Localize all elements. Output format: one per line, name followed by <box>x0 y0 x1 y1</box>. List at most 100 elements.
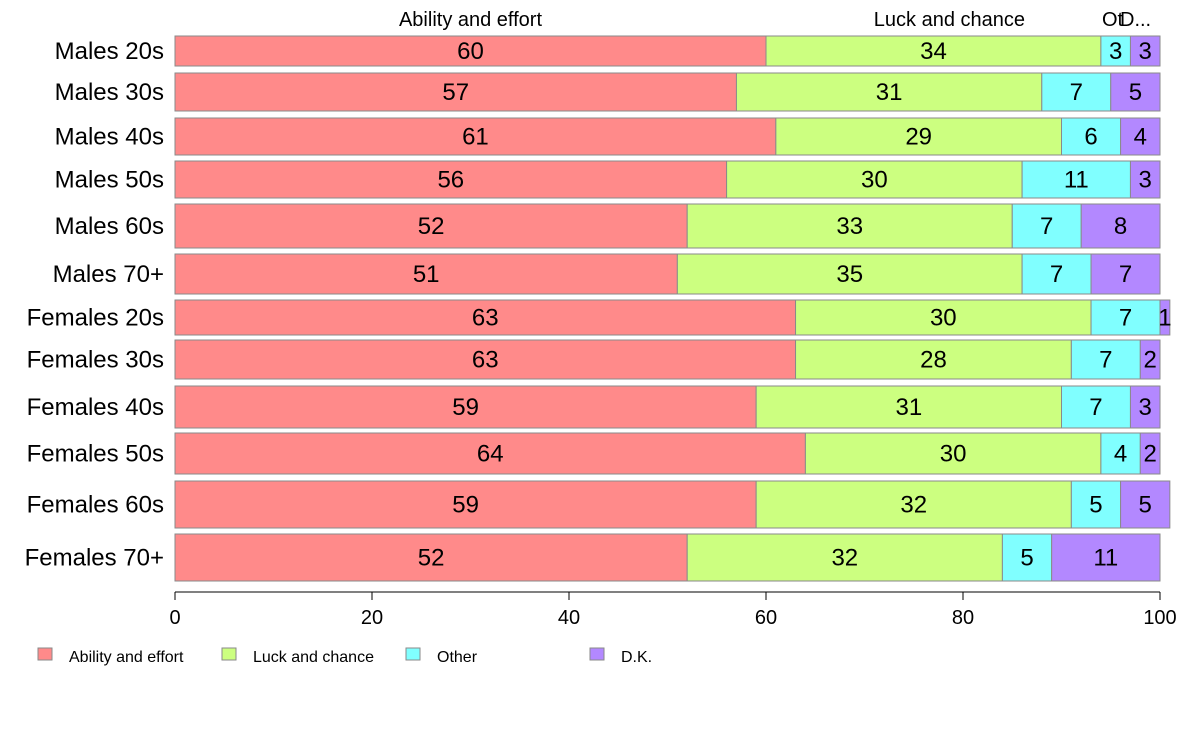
bar-segment <box>174 339 797 380</box>
bar-value-label: 63 <box>472 347 499 374</box>
bar-value-label: 11 <box>1093 545 1118 572</box>
bar-segment <box>1100 432 1141 475</box>
bar-value-label: 61 <box>462 124 489 151</box>
bar-value-label: 52 <box>418 545 445 572</box>
bar-segment <box>1001 533 1053 582</box>
bar-value-label: 7 <box>1050 261 1063 288</box>
bar-value-label: 7 <box>1040 213 1053 240</box>
bar-value-label: 8 <box>1114 213 1127 240</box>
category-label: Males 60s <box>55 213 164 240</box>
bar-segment <box>174 117 777 156</box>
bar-segment <box>676 253 1023 295</box>
category-label: Males 70+ <box>53 261 164 288</box>
bar-segment <box>174 72 737 112</box>
legend-swatch <box>221 647 237 661</box>
bar-value-label: 7 <box>1119 305 1132 332</box>
bar-value-label: 31 <box>895 394 922 421</box>
bar-segment <box>726 160 1023 199</box>
segment-header-label: D... <box>1120 9 1151 31</box>
category-label: Females 40s <box>27 394 164 421</box>
bar-value-label: 3 <box>1139 38 1152 65</box>
bar-value-label: 63 <box>472 305 499 332</box>
bar-value-label: 30 <box>940 441 967 468</box>
bar-segment <box>1051 533 1161 582</box>
bar-value-label: 28 <box>920 347 947 374</box>
bar-value-label: 7 <box>1099 347 1112 374</box>
bar-segment <box>174 533 688 582</box>
x-tick-label: 20 <box>361 607 383 629</box>
bar-value-label: 32 <box>900 492 927 519</box>
category-label: Females 20s <box>27 305 164 332</box>
bar-value-label: 3 <box>1109 38 1122 65</box>
bar-segment <box>1159 299 1171 336</box>
bar-value-label: 59 <box>452 394 479 421</box>
bar-value-label: 57 <box>442 79 469 106</box>
legend-swatch <box>589 647 605 661</box>
bar-segment <box>1139 339 1161 380</box>
bar-segment <box>1061 117 1122 156</box>
bar-value-label: 31 <box>876 79 903 106</box>
x-tick-label: 60 <box>755 607 777 629</box>
bar-value-label: 30 <box>930 305 957 332</box>
bar-value-label: 34 <box>920 38 947 65</box>
bar-segment <box>775 117 1062 156</box>
x-tick-label: 0 <box>169 607 180 629</box>
bar-segment <box>686 533 1003 582</box>
bar-value-label: 32 <box>831 545 858 572</box>
bar-value-label: 2 <box>1143 347 1156 374</box>
bar-value-label: 29 <box>905 124 932 151</box>
top-labels: Ability and effort Luck and chance OtD... <box>399 9 1151 31</box>
bar-value-label: 51 <box>413 261 440 288</box>
category-label: Males 20s <box>55 38 164 65</box>
bar-segment <box>174 299 797 336</box>
x-axis: 0 20 40 60 80 100 <box>169 591 1177 629</box>
bar-value-label: 59 <box>452 492 479 519</box>
bar-value-label: 35 <box>836 261 863 288</box>
bar-value-label: 7 <box>1089 394 1102 421</box>
bars: 60 34 3 357 31 7 561 29 6 456 30 11 352 33 7 851 35 7 763 3… <box>174 35 1172 582</box>
legend-swatch <box>405 647 421 661</box>
bar-value-label: 11 <box>1064 167 1089 194</box>
bar-segment <box>1129 160 1161 199</box>
bar-segment <box>174 432 806 475</box>
category-labels: Males 20s Males 30s Males 40s Males 50s Male… <box>25 38 164 572</box>
legend-label: Luck and chance <box>253 649 374 666</box>
bar-segment <box>174 385 757 429</box>
bar-value-label: 56 <box>437 167 464 194</box>
bar-value-label: 60 <box>457 38 484 65</box>
bar-segment <box>1090 253 1161 295</box>
bar-segment <box>1070 480 1122 529</box>
bar-segment <box>1011 203 1082 249</box>
bar-value-label: 2 <box>1143 441 1156 468</box>
bar-value-label: 5 <box>1089 492 1102 519</box>
bar-segment <box>1120 117 1161 156</box>
legend-label: D.K. <box>621 649 652 666</box>
bar-segment <box>1120 480 1171 529</box>
bar-segment <box>1110 72 1161 112</box>
bar-segment <box>174 480 757 529</box>
segment-header-label: Ot <box>1102 9 1124 31</box>
category-label: Males 40s <box>55 124 164 151</box>
bar-value-label: 7 <box>1070 79 1083 106</box>
legend-swatch <box>37 647 53 661</box>
bar-segment <box>1021 160 1131 199</box>
bar-value-label: 1 <box>1158 305 1171 332</box>
bar-value-label: 7 <box>1119 261 1132 288</box>
bar-value-label: 64 <box>477 441 504 468</box>
bar-segment <box>765 35 1102 67</box>
bar-segment <box>1090 299 1161 336</box>
category-label: Males 50s <box>55 167 164 194</box>
bar-value-label: 52 <box>418 213 445 240</box>
bar-value-label: 6 <box>1084 124 1097 151</box>
bar-segment <box>1139 432 1161 475</box>
x-tick-label: 100 <box>1143 607 1176 629</box>
segment-header-label: Luck and chance <box>874 9 1025 31</box>
bar-value-label: 4 <box>1114 441 1127 468</box>
bar-segment <box>795 339 1072 380</box>
bar-value-label: 30 <box>861 167 888 194</box>
category-label: Females 50s <box>27 441 164 468</box>
bar-segment <box>1080 203 1161 249</box>
category-label: Males 30s <box>55 79 164 106</box>
bar-value-label: 5 <box>1129 79 1142 106</box>
bar-value-label: 5 <box>1139 492 1152 519</box>
